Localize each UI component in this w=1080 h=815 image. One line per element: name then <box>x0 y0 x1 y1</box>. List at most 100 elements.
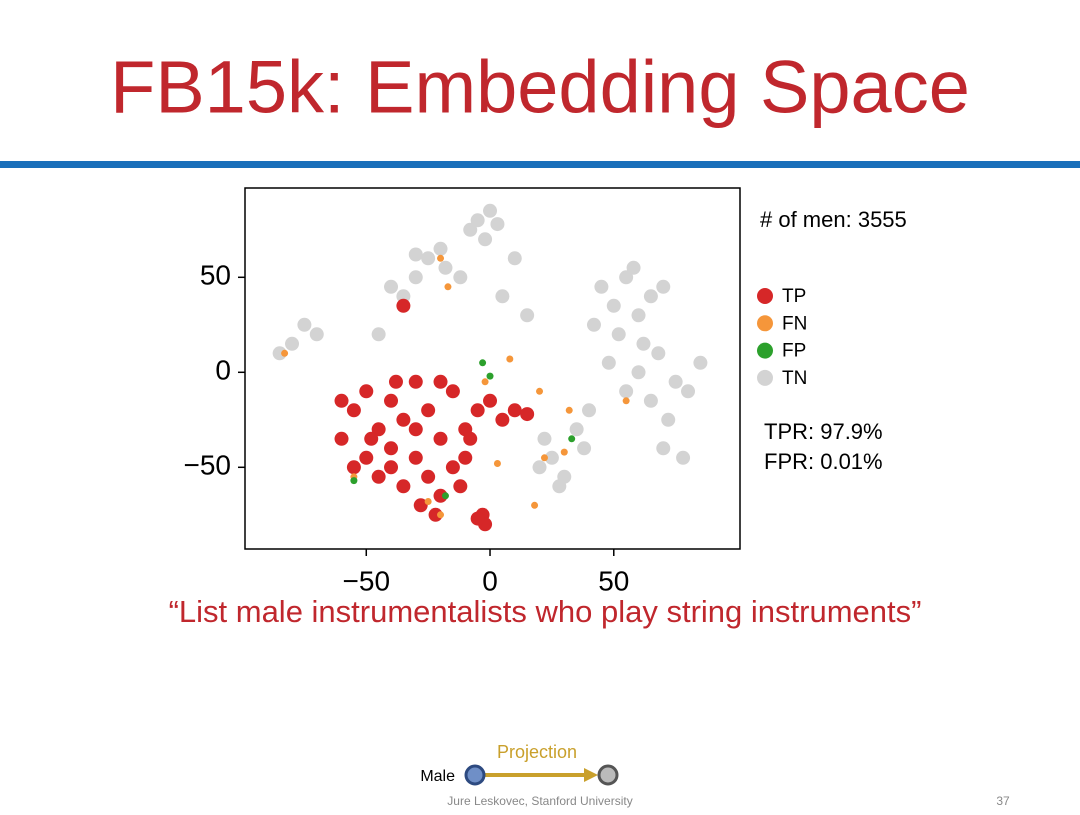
point <box>371 469 386 484</box>
point <box>408 270 423 285</box>
page-number: 37 <box>996 794 1010 808</box>
point <box>433 374 448 389</box>
point <box>619 270 634 285</box>
point <box>421 251 436 266</box>
point <box>507 403 522 418</box>
point <box>520 407 535 422</box>
point <box>470 403 485 418</box>
legend-marker <box>757 342 773 359</box>
point <box>544 450 559 465</box>
point <box>463 431 478 446</box>
point <box>626 260 641 275</box>
point <box>371 422 386 437</box>
point <box>565 406 573 414</box>
point <box>445 384 460 399</box>
point <box>470 213 485 228</box>
point <box>433 431 448 446</box>
point <box>413 498 428 513</box>
arrow-head <box>584 768 598 782</box>
y-tick-label: 50 <box>200 260 231 291</box>
point <box>631 365 646 380</box>
point <box>408 247 423 262</box>
title-rule <box>0 161 1080 168</box>
point <box>651 346 666 361</box>
point <box>586 317 601 332</box>
point <box>408 374 423 389</box>
point <box>656 279 671 294</box>
point <box>428 507 443 522</box>
point <box>676 450 691 465</box>
point <box>568 435 576 443</box>
point <box>495 412 510 427</box>
point <box>384 460 399 475</box>
point <box>601 355 616 370</box>
point <box>668 374 683 389</box>
point <box>643 393 658 408</box>
point <box>661 412 676 427</box>
point <box>536 387 544 395</box>
point <box>619 384 634 399</box>
legend-label: FP <box>782 341 806 362</box>
point <box>681 384 696 399</box>
legend-label: TN <box>782 368 807 389</box>
annotation: FPR: 0.01% <box>764 449 883 474</box>
point <box>346 460 361 475</box>
point <box>490 217 505 232</box>
point <box>458 450 473 465</box>
point <box>441 492 449 500</box>
point <box>594 279 609 294</box>
point <box>478 232 493 247</box>
point <box>384 393 399 408</box>
plot-frame <box>244 187 741 550</box>
point <box>507 251 522 266</box>
point <box>470 511 485 526</box>
point <box>421 469 436 484</box>
y-tick-label: −50 <box>184 450 232 481</box>
point <box>577 441 592 456</box>
point <box>532 460 547 475</box>
point <box>506 355 514 363</box>
point <box>334 393 349 408</box>
point <box>384 279 399 294</box>
point <box>359 450 374 465</box>
point <box>693 355 708 370</box>
point <box>281 349 289 357</box>
point <box>483 203 498 218</box>
footer-author: Jure Leskovec, Stanford University <box>447 794 632 808</box>
point <box>453 479 468 494</box>
point <box>388 374 403 389</box>
edge-label: Projection <box>497 742 577 762</box>
point <box>444 283 452 291</box>
point <box>486 372 494 380</box>
legend-marker <box>757 369 773 386</box>
y-tick-label: 0 <box>215 355 231 386</box>
legend-marker <box>757 315 773 332</box>
point <box>493 460 501 467</box>
point <box>437 254 445 262</box>
point <box>396 298 411 313</box>
point <box>424 498 432 505</box>
point <box>334 431 349 446</box>
point <box>433 241 448 256</box>
point <box>350 477 358 485</box>
point <box>364 431 379 446</box>
point <box>631 308 646 323</box>
plot <box>272 203 708 532</box>
point <box>346 403 361 418</box>
point <box>537 431 552 446</box>
point <box>611 327 626 342</box>
point <box>643 289 658 304</box>
x-tick-label: −50 <box>343 565 391 596</box>
point <box>560 448 568 456</box>
node <box>597 764 619 786</box>
annotation: # of men: 3555 <box>760 207 907 232</box>
point <box>531 501 539 509</box>
point <box>453 270 468 285</box>
caption: “List male instrumentalists who play str… <box>169 594 922 629</box>
annotation: TPR: 97.9% <box>764 419 883 444</box>
point <box>656 441 671 456</box>
point <box>309 327 324 342</box>
point <box>408 450 423 465</box>
point <box>520 308 535 323</box>
